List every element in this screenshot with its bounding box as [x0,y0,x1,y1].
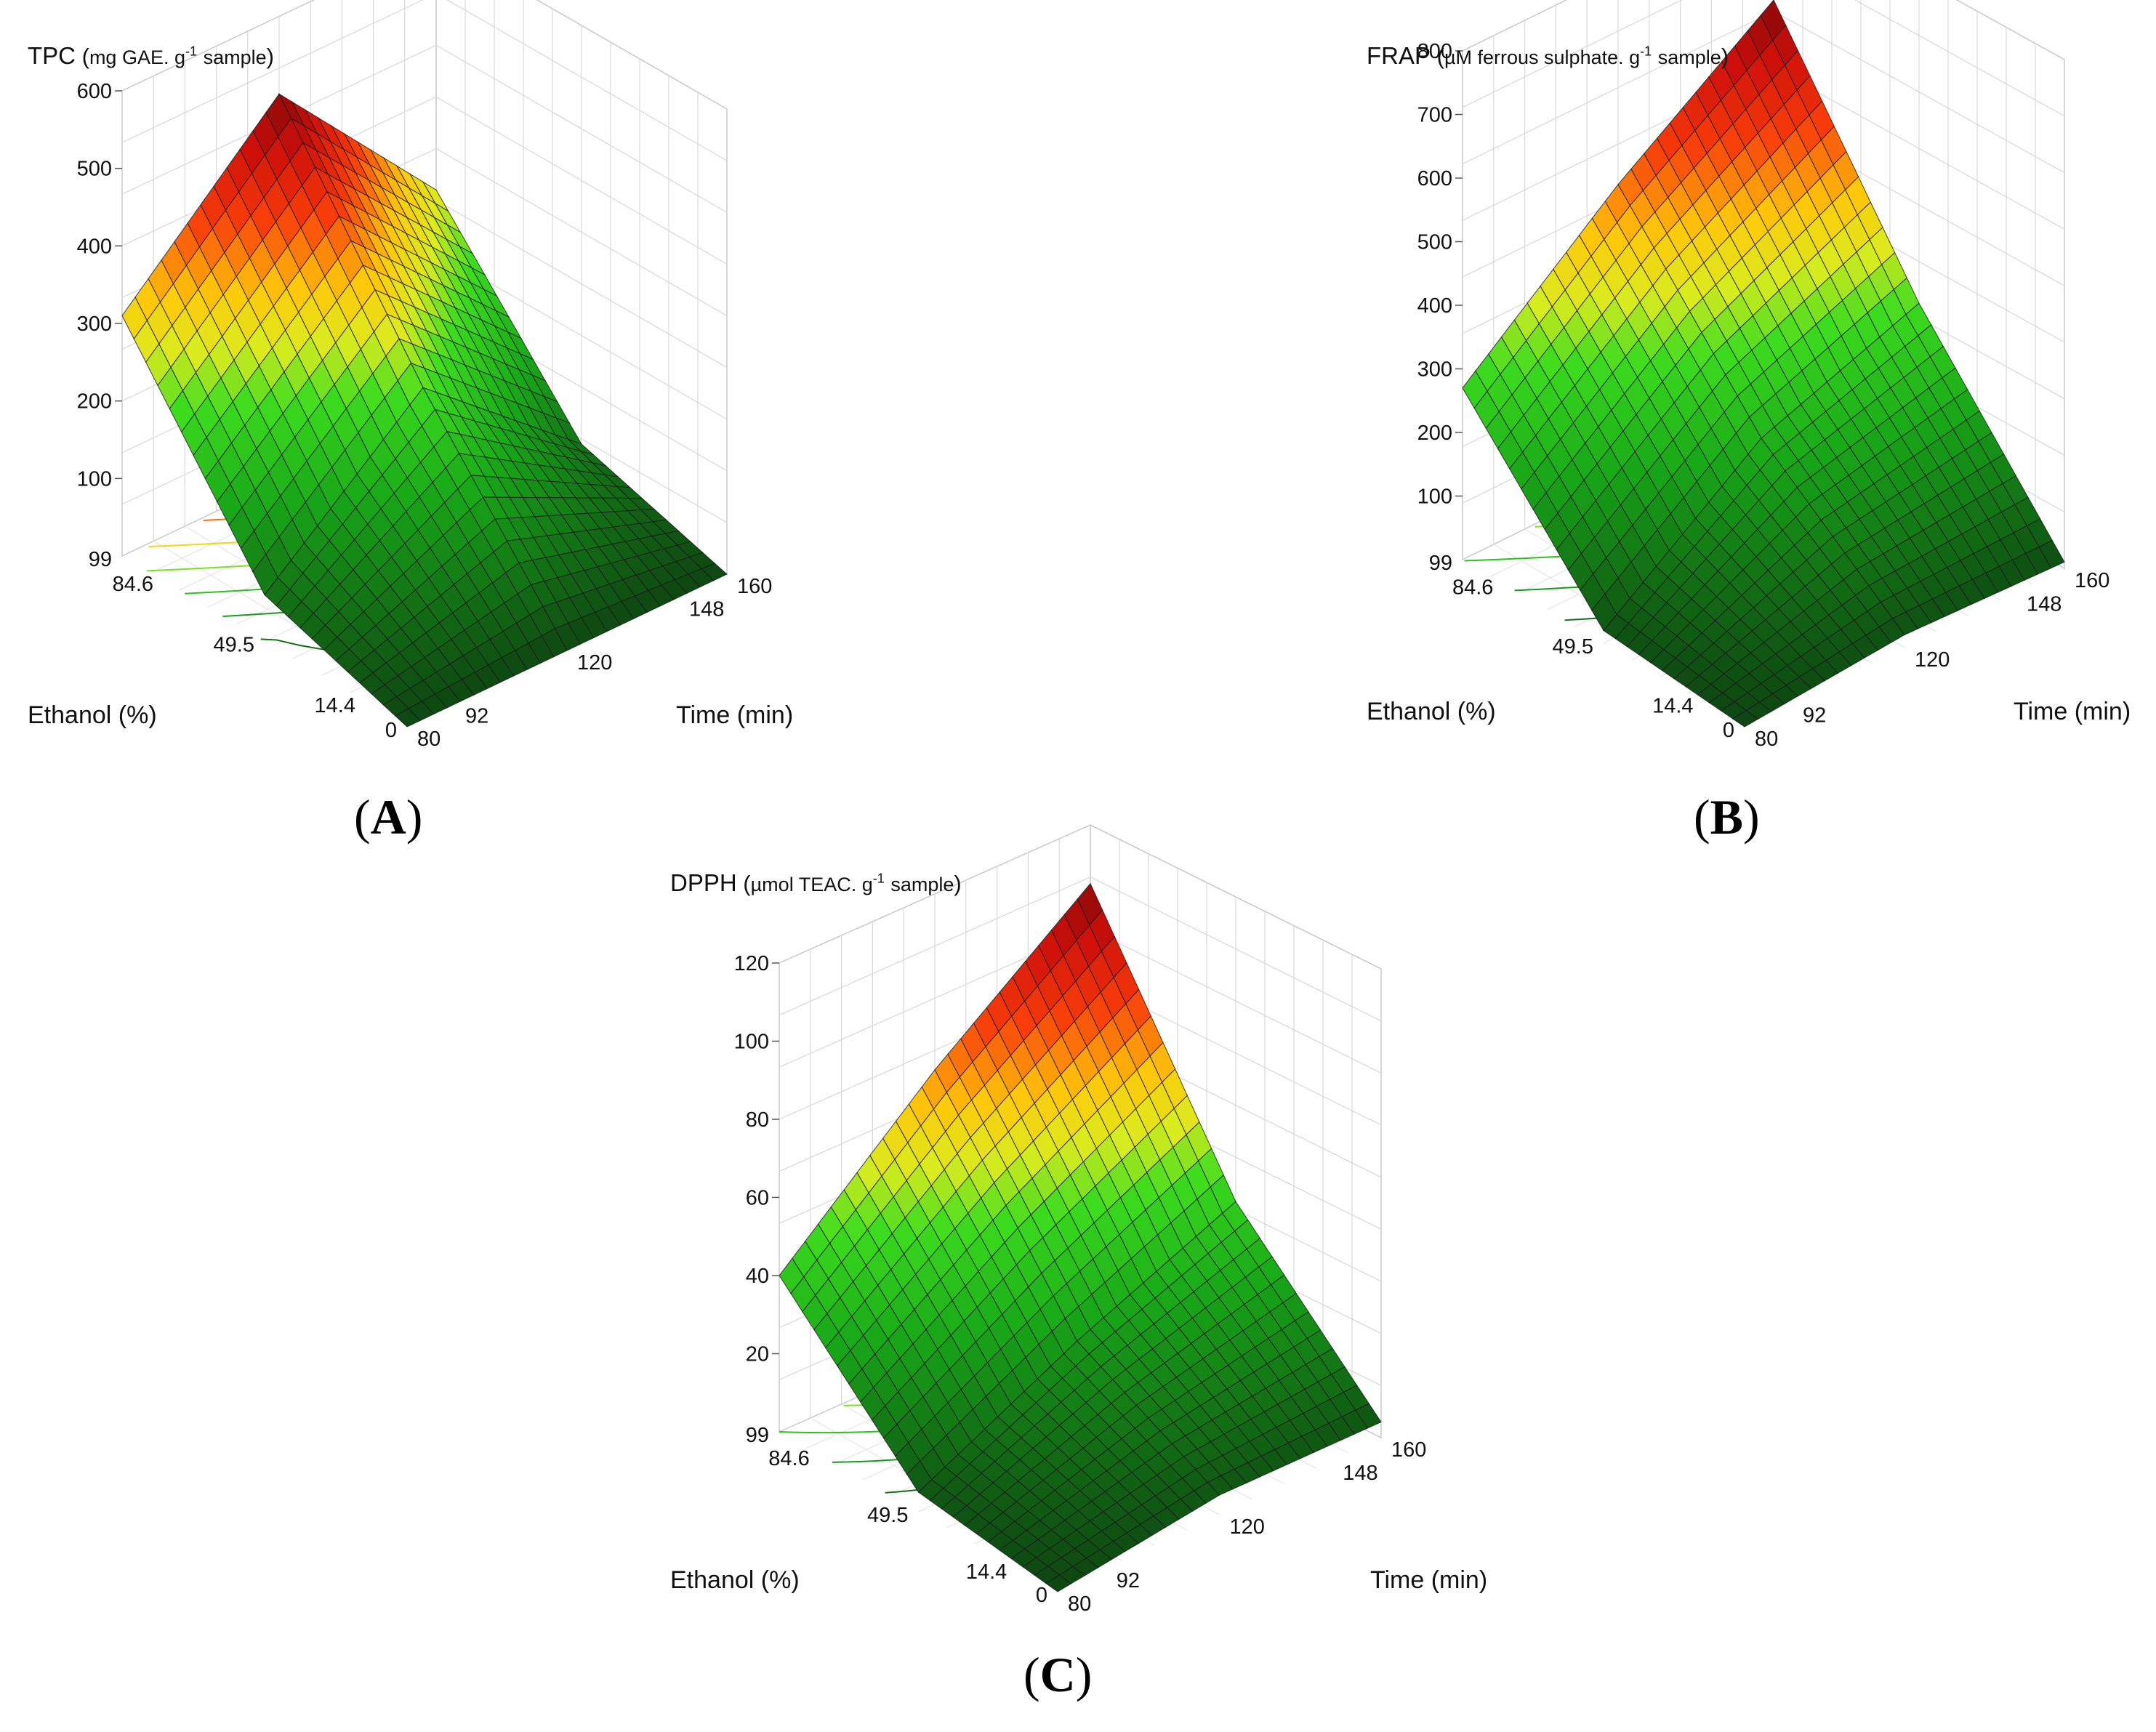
y-tick-label: 80 [1068,1592,1091,1616]
x-tick-label: 99 [89,548,112,571]
y-axis-label: Time (min) [2014,698,2131,725]
z-tick-label: 60 [746,1187,769,1210]
y-tick-label: 148 [2027,593,2062,616]
x-tick-label: 84.6 [768,1447,809,1470]
chart-panel-frap: 100 200 300 400 500 600 700 800 0 14.4 49.5 84.6 99 8… [1338,0,2156,751]
x-tick-label: 49.5 [214,634,254,657]
x-tick-label: 49.5 [1553,635,1593,658]
z-axis-title: TPC (mg GAE. g-1 sample) [28,42,274,69]
chart-plot-tpc: 100 200 300 400 500 600 0 14.4 49.5 84.699 80 92 120… [77,0,772,751]
y-tick-label: 160 [737,575,772,598]
y-axis-label: Time (min) [1370,1566,1488,1594]
z-tick-label: 600 [1417,167,1452,190]
z-tick-label: 120 [734,952,769,975]
chart-plot-frap: 100 200 300 400 500 600 700 800 0 14.4 49.5 84.699 8… [1417,0,2109,751]
x-tick-label: 84.6 [113,573,153,596]
chart-panel-dpph: 20 40 60 80 100 120 0 14.4 49.5 84.6 99 80 92 120 148 1… [654,823,1487,1616]
x-tick-label: 0 [385,719,397,742]
x-axis-label: Ethanol (%) [670,1566,800,1594]
z-tick-label: 400 [1417,294,1452,318]
z-tick-label: 600 [77,80,112,103]
y-axis-label: Time (min) [676,701,794,729]
y-tick-label: 148 [689,598,724,621]
y-tick-label: 148 [1343,1462,1377,1485]
z-tick-label: 200 [1417,422,1452,445]
x-tick-label: 14.4 [1652,695,1693,718]
panel-label-c: (C) [1023,1647,1093,1702]
z-tick-label: 80 [746,1108,769,1132]
y-tick-label: 120 [1230,1515,1265,1539]
x-tick-label: 14.4 [966,1560,1007,1584]
surface-cell [394,708,422,728]
chart-plot-dpph: 20 40 60 80 100 120 0 14.4 49.5 84.699 80 92 120 148 1… [734,823,1426,1616]
y-tick-label: 120 [1915,648,1950,672]
x-axis-label: Ethanol (%) [28,701,157,729]
x-tick-label: 84.6 [1452,576,1493,599]
z-tick-label: 300 [77,313,112,336]
x-tick-label: 49.5 [867,1504,908,1527]
y-tick-label: 92 [1117,1569,1140,1592]
x-tick-label: 99 [746,1424,769,1447]
x-axis-label: Ethanol (%) [1367,698,1496,725]
z-tick-label: 40 [746,1265,769,1288]
z-tick-label: 500 [77,158,112,181]
z-tick-label: 300 [1417,358,1452,382]
z-tick-label: 20 [746,1343,769,1366]
y-tick-label: 92 [1803,704,1826,727]
z-tick-label: 200 [77,390,112,414]
z-tick-label: 100 [77,467,112,491]
chart-panel-tpc: 100 200 300 400 500 600 0 14.4 49.5 84.6 99 80 92 120… [0,0,821,751]
z-axis-title: FRAP (µM ferrous sulphate. g-1 sample) [1367,42,1729,69]
panel-label-a: (A) [354,789,423,845]
z-axis-title: DPPH (µmol TEAC. g-1 sample) [670,869,962,896]
x-tick-label: 0 [1723,719,1734,742]
z-tick-label: 800 [1417,40,1452,63]
y-tick-label: 92 [465,705,488,728]
z-tick-label: 500 [1417,231,1452,254]
z-tick-label: 100 [734,1031,769,1054]
y-tick-label: 160 [2075,569,2109,592]
surface-cell [1045,1574,1072,1592]
x-tick-label: 99 [1429,552,1452,575]
surface-cell [1731,709,1759,728]
x-tick-label: 0 [1036,1584,1047,1607]
z-tick-label: 400 [77,235,112,258]
panel-label-b: (B) [1694,789,1760,845]
z-tick-label: 100 [1417,486,1452,509]
x-tick-label: 14.4 [315,694,355,717]
y-tick-label: 80 [417,728,441,751]
y-tick-label: 120 [577,651,612,674]
y-tick-label: 80 [1755,728,1778,751]
y-tick-label: 160 [1391,1438,1426,1462]
z-tick-label: 700 [1417,104,1452,127]
